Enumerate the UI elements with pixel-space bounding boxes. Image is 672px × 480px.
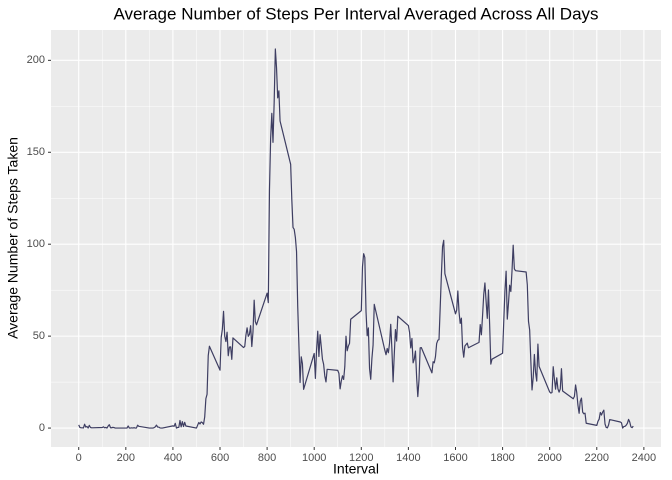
x-tick-label: 1000: [302, 452, 326, 464]
x-tick-label: 200: [117, 452, 135, 464]
y-tick-label: 100: [27, 238, 45, 250]
x-tick-label: 1600: [443, 452, 467, 464]
chart-title: Average Number of Steps Per Interval Ave…: [113, 4, 598, 23]
x-tick-label: 1400: [396, 452, 420, 464]
x-tick-label: 400: [164, 452, 182, 464]
y-tick-label: 0: [39, 422, 45, 434]
x-axis-label: Interval: [333, 461, 379, 477]
x-tick-label: 1200: [349, 452, 373, 464]
data-line: [78, 48, 634, 429]
x-tick-label: 0: [76, 452, 82, 464]
x-tick-label: 2000: [537, 452, 561, 464]
y-tick-label: 50: [33, 330, 45, 342]
y-tick-label: 200: [27, 54, 45, 66]
x-tick-label: 2400: [632, 452, 656, 464]
x-tick-label: 1800: [490, 452, 514, 464]
x-tick-label: 600: [211, 452, 229, 464]
panel: [51, 30, 661, 447]
y-tick-label: 150: [27, 146, 45, 158]
y-axis-label: Average Number of Steps Taken: [5, 137, 21, 339]
x-tick-label: 800: [258, 452, 276, 464]
x-tick-label: 2200: [585, 452, 609, 464]
